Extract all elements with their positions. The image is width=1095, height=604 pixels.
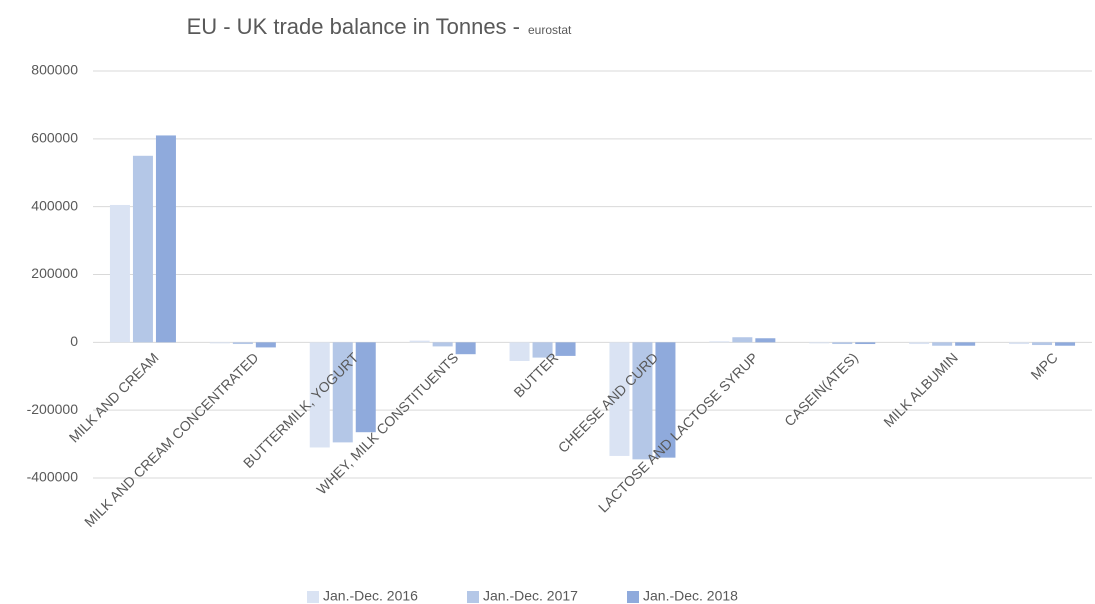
bar (355, 342, 376, 433)
x-tick-label: MILK AND CREAM CONCENTRATED (81, 349, 262, 530)
bar (109, 204, 130, 343)
bar (755, 338, 776, 343)
chart-subtitle: eurostat (528, 23, 572, 37)
legend-label: Jan.-Dec. 2016 (323, 588, 418, 604)
y-tick-label: -200000 (27, 401, 79, 417)
bar (532, 342, 553, 358)
bar (909, 342, 930, 345)
bar (832, 342, 853, 345)
bar (1032, 342, 1053, 346)
y-tick-label: 200000 (31, 265, 78, 281)
bar (932, 342, 953, 346)
y-tick-label: 800000 (31, 62, 78, 78)
legend-label: Jan.-Dec. 2018 (643, 588, 738, 604)
y-tick-label: 400000 (31, 197, 78, 213)
bar (409, 340, 430, 343)
bar (209, 342, 230, 344)
x-tick-label: CASEIN(ATES) (781, 349, 861, 429)
y-tick-label: 0 (70, 333, 78, 349)
chart-title: EU - UK trade balance in Tonnes - (187, 14, 520, 39)
bar (555, 342, 576, 356)
bar (855, 342, 876, 345)
bar (1009, 342, 1030, 345)
x-tick-label: MPC (1027, 349, 1060, 382)
bar (155, 135, 176, 343)
bar (632, 342, 653, 460)
bar (809, 342, 830, 344)
bar (455, 342, 476, 355)
bar (509, 342, 530, 361)
bar (432, 342, 453, 347)
y-tick-label: -400000 (27, 469, 79, 485)
bar (955, 342, 976, 346)
bar (232, 342, 253, 345)
x-tick-label: MILK AND CREAM (66, 349, 162, 445)
bar (132, 155, 153, 343)
bar (709, 341, 730, 343)
legend-swatch (467, 591, 479, 603)
bar (332, 342, 353, 443)
x-tick-label: MILK ALBUMIN (880, 349, 961, 430)
bar (609, 342, 630, 456)
bar (255, 342, 276, 348)
bar (309, 342, 330, 448)
legend-swatch (627, 591, 639, 603)
y-tick-label: 600000 (31, 130, 78, 146)
bar (732, 337, 753, 343)
bar (1055, 342, 1076, 346)
legend-label: Jan.-Dec. 2017 (483, 588, 578, 604)
legend-swatch (307, 591, 319, 603)
bar (655, 342, 676, 458)
